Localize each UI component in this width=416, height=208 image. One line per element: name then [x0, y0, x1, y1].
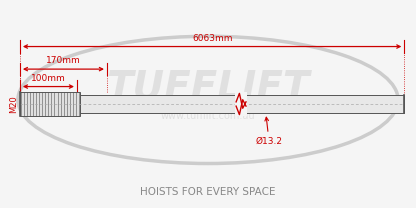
Text: M20: M20 [9, 95, 18, 113]
Text: 6063mm: 6063mm [192, 34, 233, 43]
Text: www.tufflift.com.au: www.tufflift.com.au [161, 111, 255, 121]
Text: HOISTS FOR EVERY SPACE: HOISTS FOR EVERY SPACE [140, 187, 276, 197]
Bar [20, 92, 80, 116]
Text: Ø13.2: Ø13.2 [255, 117, 282, 146]
Bar [20, 95, 404, 113]
Text: 170mm: 170mm [46, 56, 81, 66]
Text: 100mm: 100mm [31, 74, 66, 83]
Text: TUFFLIFT: TUFFLIFT [106, 69, 310, 106]
Bar [235, 92, 247, 116]
